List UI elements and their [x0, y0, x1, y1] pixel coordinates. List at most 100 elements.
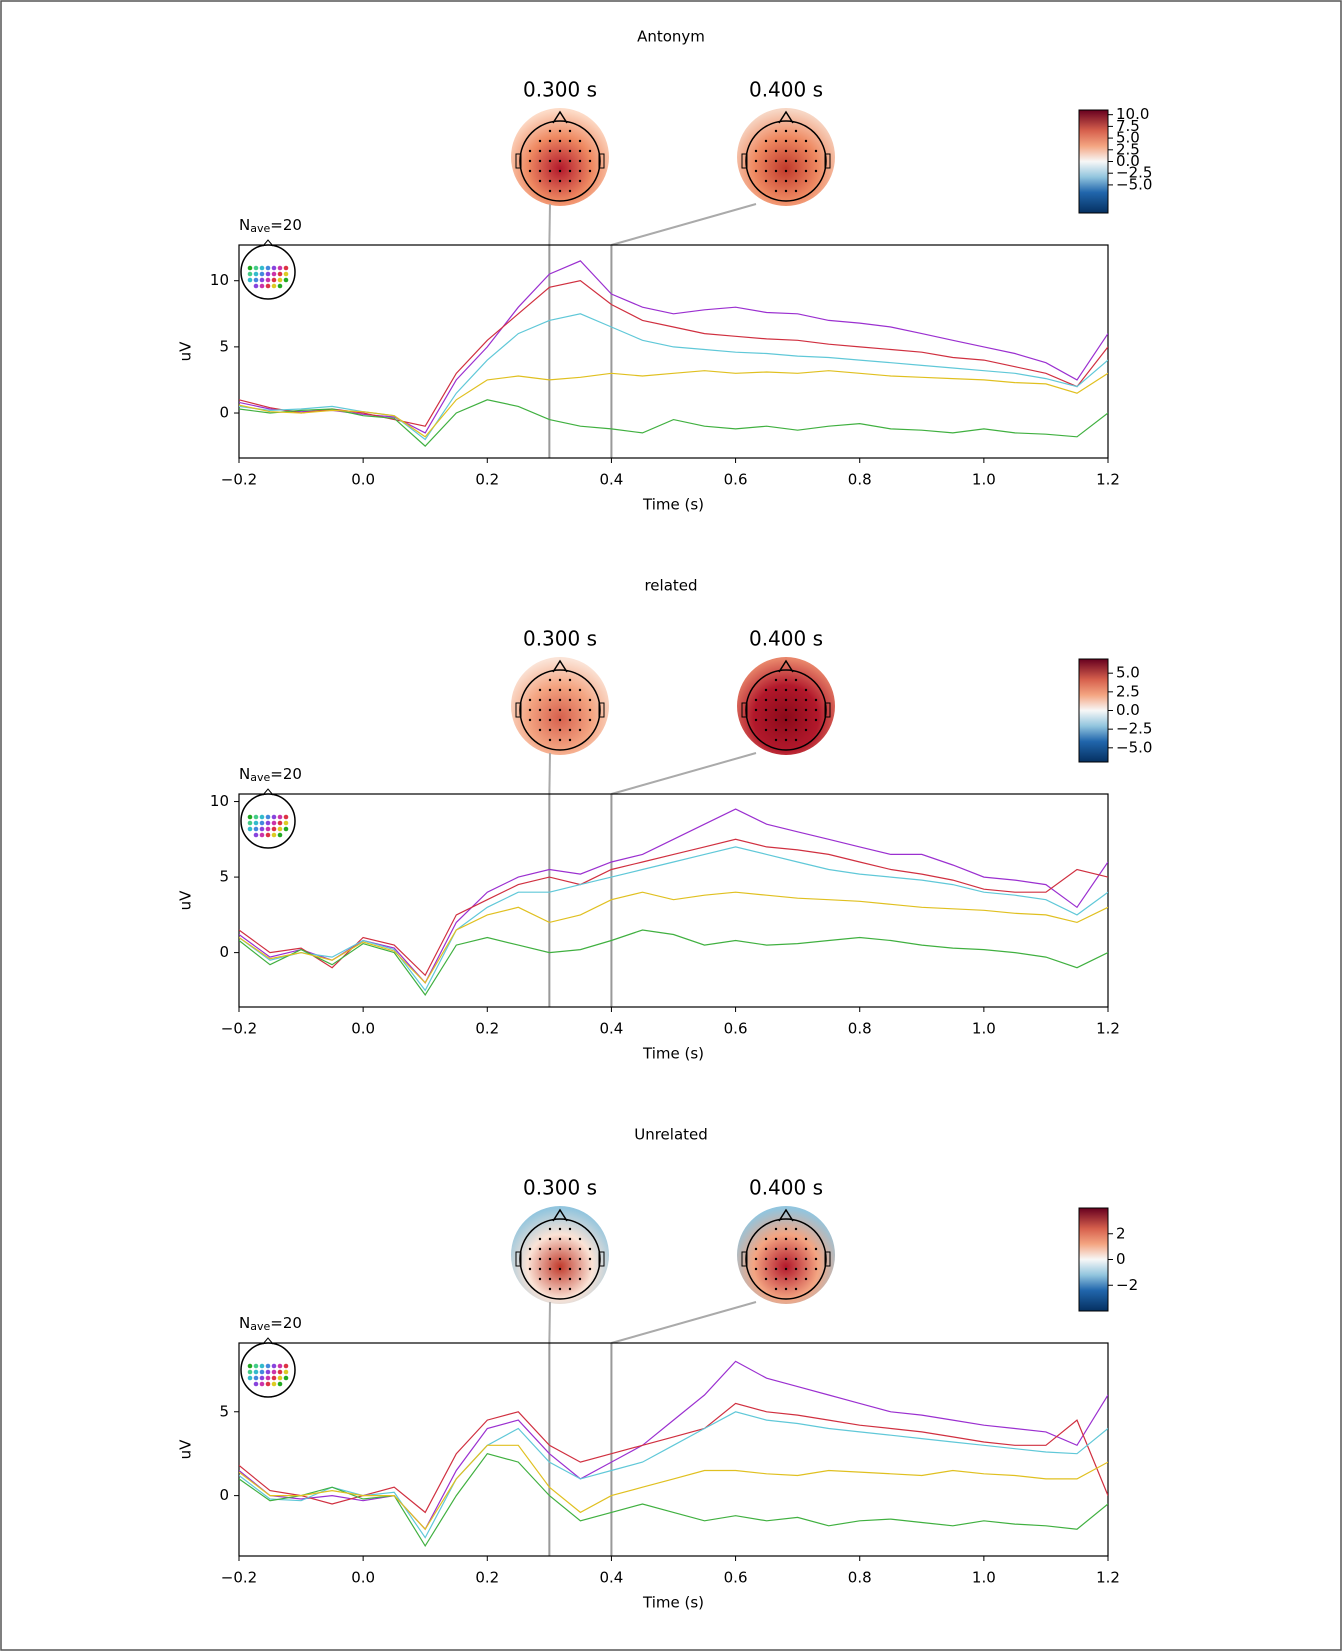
layout-sensor — [271, 1369, 277, 1375]
sensor — [764, 718, 768, 722]
layout-sensor — [259, 265, 265, 271]
layout-sensor — [265, 1363, 271, 1369]
panel: Unrelated 0.300 s 0.400 s 2 0 −2 Nave=20 −0.2 0.… — [177, 1126, 1139, 1612]
sensor — [528, 698, 532, 702]
layout-sensor — [259, 1375, 265, 1381]
series-line — [239, 1411, 1108, 1539]
layout-sensor — [259, 277, 265, 283]
sensor — [548, 1267, 552, 1271]
series-line — [239, 1402, 1108, 1514]
sensor — [538, 728, 542, 732]
colorbar-tick-label: 7.5 — [1116, 117, 1140, 135]
x-tick-label: 0.4 — [599, 1569, 623, 1587]
x-tick-label: 0.8 — [848, 1020, 872, 1038]
sensor — [764, 688, 768, 692]
sensor — [588, 708, 592, 712]
layout-sensor — [283, 826, 289, 832]
sensor — [578, 1237, 582, 1241]
y-tick-label: 10 — [210, 792, 229, 810]
layout-sensor — [271, 1375, 277, 1381]
sensor — [588, 1247, 592, 1251]
sensor — [804, 149, 808, 153]
layout-sensor — [247, 1363, 253, 1369]
x-tick-label: 0.4 — [599, 1020, 623, 1038]
y-tick-label: 0 — [219, 1486, 229, 1504]
layout-sensor — [247, 1375, 253, 1381]
sensor — [568, 708, 572, 712]
layout-sensor — [265, 826, 271, 832]
topomap-label: 0.400 s — [749, 78, 823, 102]
layout-sensor — [265, 1381, 271, 1387]
head-ear — [515, 702, 522, 718]
sensor — [774, 1287, 778, 1291]
sensor — [548, 698, 552, 702]
sensor — [794, 1257, 798, 1261]
x-tick-label: 0.8 — [848, 1569, 872, 1587]
sensor — [804, 1237, 808, 1241]
sensor — [794, 698, 798, 702]
sensor — [774, 139, 778, 143]
layout-sensor — [247, 277, 253, 283]
layout-sensor — [259, 1381, 265, 1387]
sensor — [558, 1277, 562, 1281]
sensor — [774, 688, 778, 692]
connector — [548, 1301, 551, 1344]
layout-sensor — [259, 820, 265, 826]
sensor — [794, 159, 798, 163]
sensor — [774, 149, 778, 153]
sensor — [774, 1237, 778, 1241]
sensor — [784, 1267, 788, 1271]
annotation-part: =20 — [270, 216, 302, 234]
sensor — [578, 1247, 582, 1251]
sensor — [568, 1267, 572, 1271]
layout-sensor — [277, 814, 283, 820]
sensor — [784, 698, 788, 702]
layout-sensor — [271, 826, 277, 832]
layout-sensor — [277, 1375, 283, 1381]
sensor — [774, 1247, 778, 1251]
sensor — [794, 1247, 798, 1251]
sensor — [538, 688, 542, 692]
sensor — [794, 1227, 798, 1231]
x-tick-label: 0.0 — [351, 1020, 375, 1038]
sensor — [578, 728, 582, 732]
sensor — [774, 698, 778, 702]
sensor — [774, 1267, 778, 1271]
series-line — [239, 838, 1108, 977]
layout-sensor — [265, 283, 271, 289]
sensor — [784, 678, 788, 682]
layout-sensor — [271, 277, 277, 283]
sensor — [814, 718, 818, 722]
head-outline — [519, 120, 601, 202]
sensor — [804, 1247, 808, 1251]
sensor — [538, 1267, 542, 1271]
lines — [239, 260, 1108, 447]
sensor — [794, 688, 798, 692]
y-tick-label: 5 — [219, 868, 229, 886]
x-tick-label: 0.8 — [848, 471, 872, 489]
panel-title: Unrelated — [634, 1126, 708, 1144]
layout-sensor — [259, 832, 265, 838]
sensor — [538, 718, 542, 722]
annotation: Nave=20 — [239, 1314, 302, 1334]
sensor — [754, 1267, 758, 1271]
layout-sensor — [253, 832, 259, 838]
layout-sensor — [247, 820, 253, 826]
layout-sensor — [271, 820, 277, 826]
series-line — [239, 891, 1108, 984]
series-line — [239, 846, 1108, 992]
head-nose — [552, 110, 568, 124]
y-axis-label: uV — [177, 890, 195, 911]
sensor — [558, 139, 562, 143]
sensor — [528, 1257, 532, 1261]
layout-sensor — [283, 265, 289, 271]
sensor — [548, 129, 552, 133]
colorbar-tick-label: 0.0 — [1116, 152, 1140, 170]
sensor — [548, 139, 552, 143]
sensor — [784, 159, 788, 163]
x-axis-label: Time (s) — [642, 496, 704, 514]
annotation-part: N — [239, 216, 250, 234]
head-ear — [824, 1251, 831, 1267]
